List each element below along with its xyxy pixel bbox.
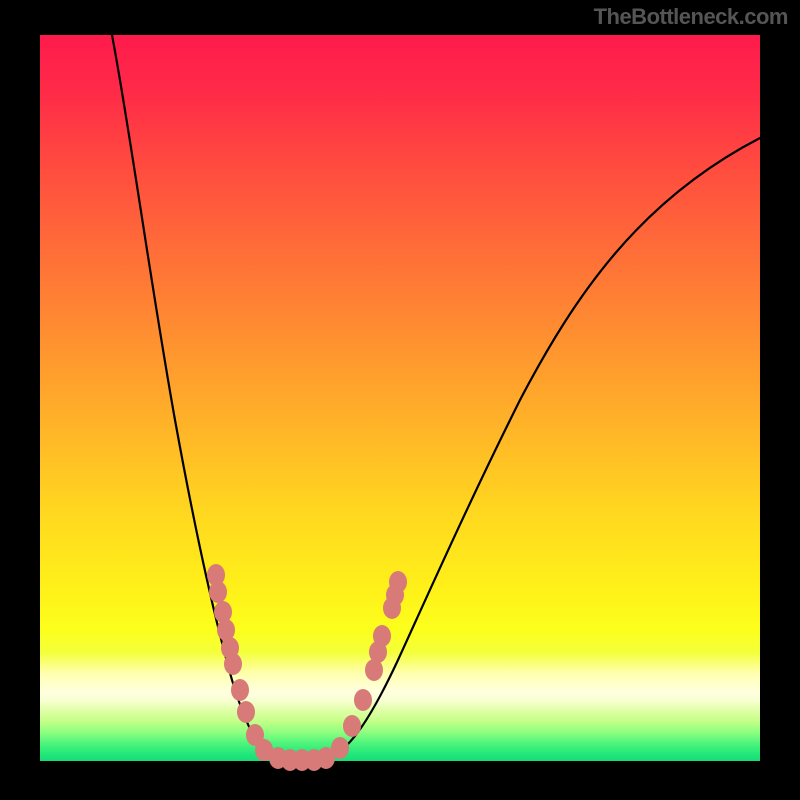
- data-marker: [237, 701, 255, 723]
- chart-container: TheBottleneck.com: [0, 0, 800, 800]
- data-marker: [343, 715, 361, 737]
- data-marker: [389, 571, 407, 593]
- watermark-text: TheBottleneck.com: [594, 4, 788, 30]
- data-marker: [331, 737, 349, 759]
- data-marker: [354, 689, 372, 711]
- data-marker: [224, 653, 242, 675]
- chart-svg: [0, 0, 800, 800]
- data-marker: [373, 625, 391, 647]
- data-marker: [231, 679, 249, 701]
- data-marker: [209, 581, 227, 603]
- plot-background: [40, 35, 760, 761]
